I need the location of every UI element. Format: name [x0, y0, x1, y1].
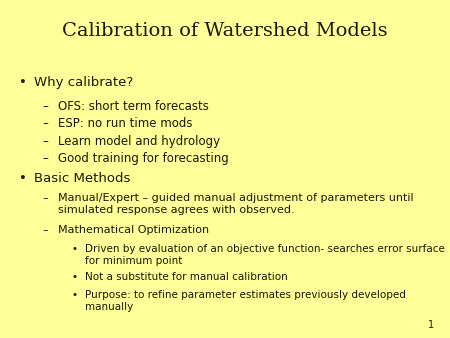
- Text: –: –: [43, 100, 49, 113]
- Text: Basic Methods: Basic Methods: [34, 172, 130, 185]
- Text: ESP: no run time mods: ESP: no run time mods: [58, 117, 193, 130]
- Text: OFS: short term forecasts: OFS: short term forecasts: [58, 100, 209, 113]
- Text: •: •: [71, 290, 77, 300]
- Text: Driven by evaluation of an objective function- searches error surface
for minimu: Driven by evaluation of an objective fun…: [85, 244, 445, 266]
- Text: •: •: [19, 76, 27, 89]
- Text: Purpose: to refine parameter estimates previously developed
manually: Purpose: to refine parameter estimates p…: [85, 290, 405, 312]
- Text: –: –: [43, 135, 49, 148]
- Text: –: –: [43, 193, 49, 203]
- Text: 1: 1: [428, 319, 434, 330]
- Text: Mathematical Optimization: Mathematical Optimization: [58, 225, 210, 235]
- Text: –: –: [43, 152, 49, 165]
- Text: –: –: [43, 225, 49, 235]
- Text: Calibration of Watershed Models: Calibration of Watershed Models: [62, 22, 388, 40]
- Text: Manual/Expert – guided manual adjustment of parameters until
simulated response : Manual/Expert – guided manual adjustment…: [58, 193, 414, 215]
- Text: •: •: [19, 172, 27, 185]
- Text: •: •: [71, 272, 77, 282]
- Text: •: •: [71, 244, 77, 254]
- Text: Not a substitute for manual calibration: Not a substitute for manual calibration: [85, 272, 288, 282]
- Text: Learn model and hydrology: Learn model and hydrology: [58, 135, 220, 148]
- Text: Why calibrate?: Why calibrate?: [34, 76, 133, 89]
- Text: Good training for forecasting: Good training for forecasting: [58, 152, 229, 165]
- Text: –: –: [43, 117, 49, 130]
